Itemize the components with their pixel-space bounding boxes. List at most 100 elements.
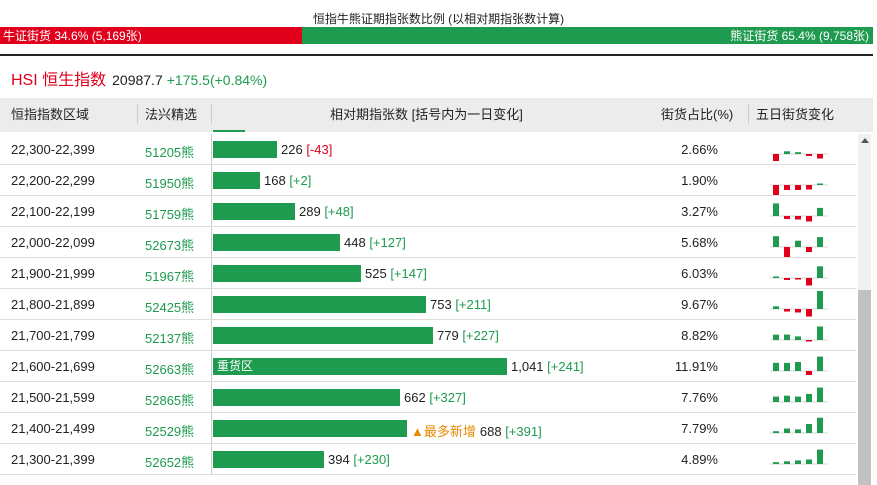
contracts-bar: 重货区	[213, 358, 507, 375]
mini-chart-bar	[817, 387, 823, 402]
mini-chart-bar	[817, 449, 823, 464]
table-row: 22,300-22,399 51205熊 226 [-43] 2.66%	[0, 134, 856, 165]
table-row: 21,900-21,999 51967熊 525 [+147] 6.03%	[0, 258, 856, 289]
mini-chart-bar	[806, 216, 812, 222]
five-day-mini-chart	[770, 356, 828, 375]
scrollbar-thumb[interactable]	[858, 290, 871, 485]
mini-chart-bar	[773, 236, 779, 247]
index-value: 20987.7	[112, 72, 163, 88]
contracts-delta: [+230]	[353, 452, 390, 467]
column-divider	[211, 444, 212, 474]
mini-chart-bar	[806, 393, 812, 402]
five-day-mini-chart	[770, 203, 828, 222]
five-day-mini-chart	[770, 151, 828, 161]
contracts-count: 226 [-43]	[281, 142, 332, 157]
column-divider	[137, 104, 138, 124]
mini-chart-bar	[773, 185, 779, 195]
contracts-count: 1,041 [+241]	[511, 359, 584, 374]
share-percent: 11.91%	[674, 359, 718, 374]
mini-chart-bar	[806, 278, 812, 286]
scrollbar[interactable]	[858, 134, 871, 485]
mini-chart-bar	[817, 356, 823, 371]
table-row: 21,400-21,499 52529熊 ▲最多新增 688 [+391] 7.79%	[0, 413, 856, 444]
share-percent: 1.90%	[681, 173, 718, 188]
mini-chart-bar	[795, 362, 801, 371]
contracts-value: 168	[264, 173, 290, 188]
warrant-pick-link[interactable]: 52137熊	[145, 331, 195, 346]
contracts-delta: [+227]	[462, 328, 499, 343]
column-divider	[211, 413, 212, 443]
table-row: 21,500-21,599 52865熊 662 [+327] 7.76%	[0, 382, 856, 413]
table-header: 恒指指数区域 法兴精选 相对期指张数 [括号内为一日变化] 街货占比(%) 五日…	[0, 98, 873, 132]
contracts-value: 1,041	[511, 359, 548, 374]
index-name: HSI 恒生指数	[11, 72, 107, 89]
warrant-pick-link[interactable]: 52652熊	[145, 455, 195, 470]
contracts-delta: [-43]	[306, 142, 333, 157]
mini-chart-bar	[806, 340, 812, 342]
mini-chart-bar	[773, 306, 779, 309]
warrant-pick-link[interactable]: 52425熊	[145, 300, 195, 315]
contracts-bar	[213, 141, 277, 158]
mini-chart-bar	[817, 154, 823, 159]
mini-chart-bar	[817, 291, 823, 309]
contracts-value: 688	[479, 424, 506, 439]
mini-chart-bar	[784, 428, 790, 433]
mini-chart-bar	[773, 431, 779, 433]
warrant-pick-link[interactable]: 51205熊	[145, 145, 195, 160]
warrant-pick-link[interactable]: 51759熊	[145, 207, 195, 222]
column-divider	[211, 258, 212, 288]
contracts-delta: [+2]	[289, 173, 312, 188]
column-divider	[211, 104, 212, 124]
five-day-mini-chart	[770, 449, 828, 465]
contracts-count: 168 [+2]	[264, 173, 311, 188]
five-day-mini-chart	[770, 326, 828, 342]
contracts-bar	[213, 327, 433, 344]
mini-chart-bar	[784, 247, 790, 257]
zone-range: 22,000-22,099	[11, 235, 95, 250]
mini-chart-bar	[795, 278, 801, 280]
zone-range: 21,400-21,499	[11, 421, 95, 436]
warrant-pick-link[interactable]: 51967熊	[145, 269, 195, 284]
mini-chart-bar	[773, 334, 779, 340]
mini-chart-bar	[773, 462, 779, 464]
scroll-up-arrow-icon[interactable]	[861, 138, 869, 143]
mini-chart-bar	[806, 459, 812, 464]
mini-chart-bar	[784, 395, 790, 402]
warrant-pick-link[interactable]: 52529熊	[145, 424, 195, 439]
warrant-pick-link[interactable]: 52673熊	[145, 238, 195, 253]
contracts-value: 226	[281, 142, 307, 157]
column-divider	[211, 382, 212, 412]
contracts-bar	[213, 420, 407, 437]
contracts-bar	[213, 203, 295, 220]
warrant-pick-link[interactable]: 52663熊	[145, 362, 195, 377]
contracts-value: 779	[437, 328, 463, 343]
contracts-delta: [+241]	[547, 359, 584, 374]
mini-chart-bar	[806, 247, 812, 252]
bear-ratio-segment: 熊证街货 65.4% (9,758张)	[302, 27, 873, 44]
contracts-value: 525	[365, 266, 391, 281]
column-header-zone: 恒指指数区域	[11, 107, 90, 122]
mini-chart-bar	[784, 334, 790, 340]
zone-range: 22,100-22,199	[11, 204, 95, 219]
contracts-count: 525 [+147]	[365, 266, 427, 281]
mini-chart-bar	[784, 461, 790, 464]
contracts-delta: [+48]	[324, 204, 354, 219]
contracts-count: 448 [+127]	[344, 235, 406, 250]
contracts-delta: [+147]	[390, 266, 427, 281]
mini-chart-bar	[817, 183, 823, 185]
zone-range: 21,700-21,799	[11, 328, 95, 343]
heavy-zone-label: 重货区	[217, 359, 254, 373]
most-added-tag: ▲最多新增	[411, 424, 476, 439]
mini-chart-bar	[817, 326, 823, 340]
warrant-pick-link[interactable]: 52865熊	[145, 393, 195, 408]
contracts-value: 662	[404, 390, 430, 405]
contracts-count: ▲最多新增 688 [+391]	[411, 421, 542, 440]
table-row: 22,200-22,299 51950熊 168 [+2] 1.90%	[0, 165, 856, 196]
column-divider	[748, 104, 749, 124]
share-percent: 7.76%	[681, 390, 718, 405]
share-percent: 3.27%	[681, 204, 718, 219]
warrant-pick-link[interactable]: 51950熊	[145, 176, 195, 191]
zone-range: 22,300-22,399	[11, 142, 95, 157]
zone-range: 21,300-21,399	[11, 452, 95, 467]
five-day-mini-chart	[770, 236, 828, 257]
